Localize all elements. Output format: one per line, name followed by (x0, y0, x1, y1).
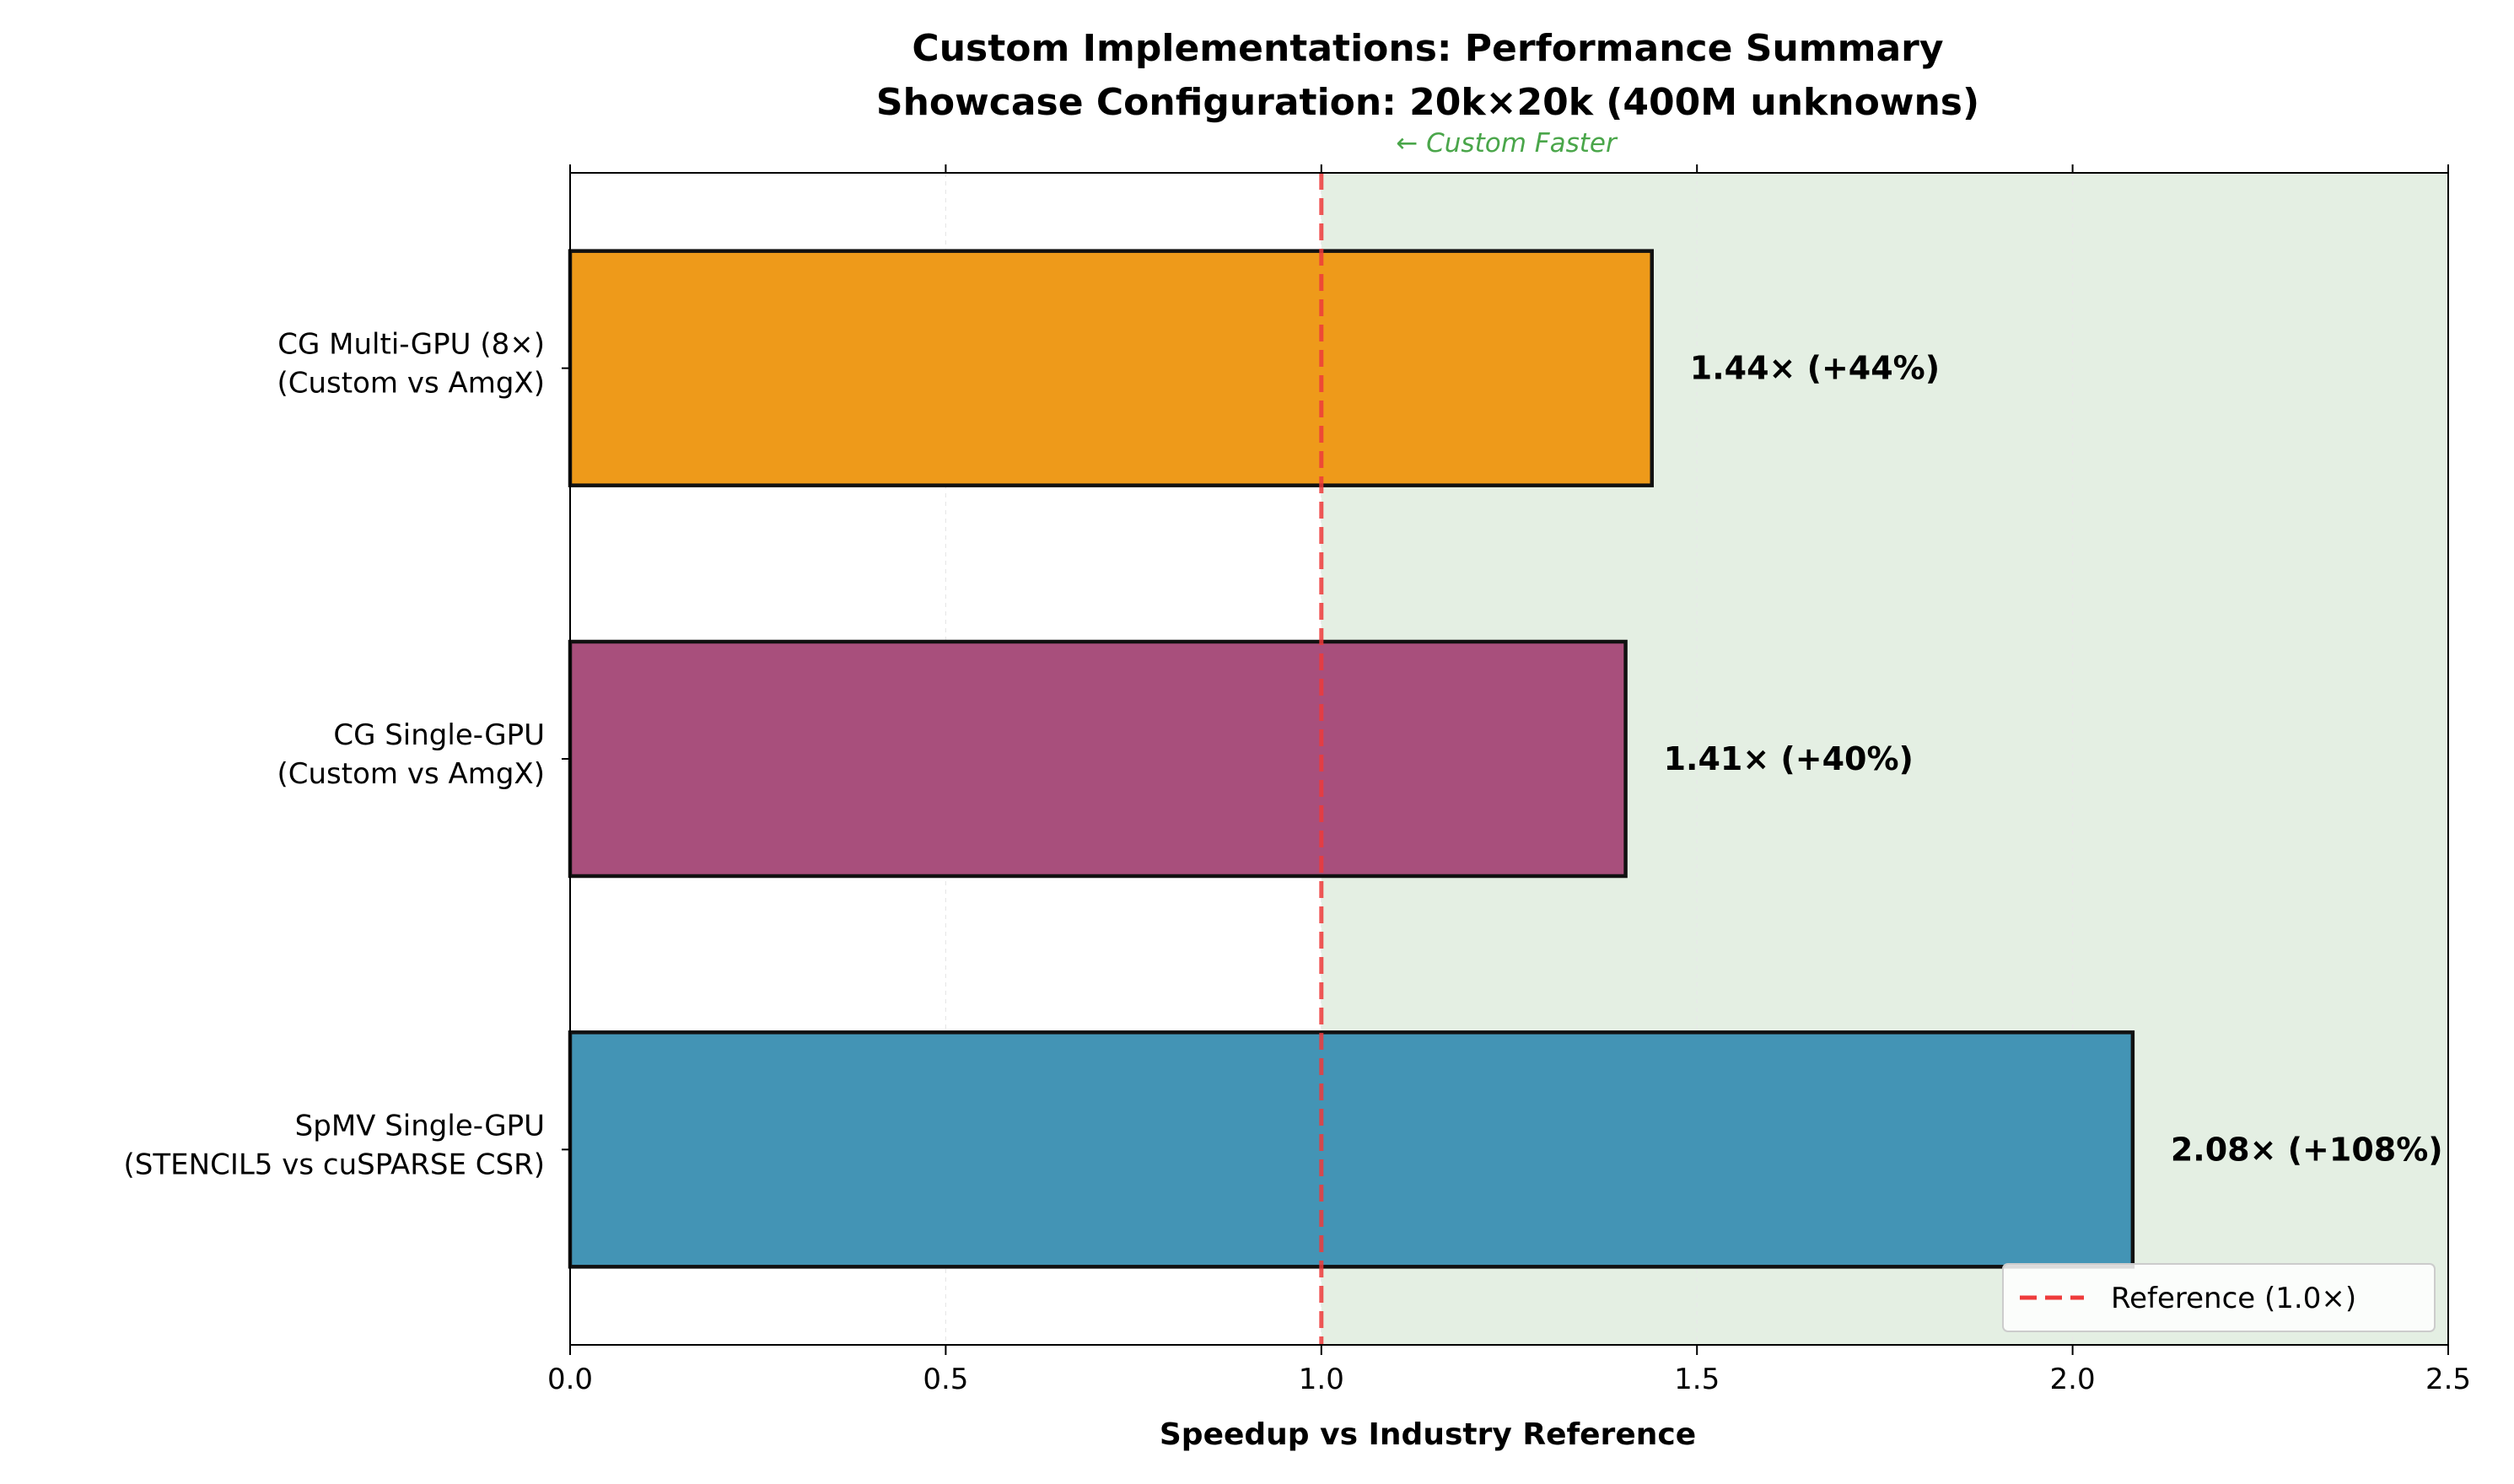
bar (568, 249, 1655, 487)
x-tick-label: 0.0 (547, 1363, 593, 1396)
data-label: 2.08× (+108%) (2171, 1131, 2443, 1168)
y-tick-label: SpMV Single-GPU (295, 1109, 545, 1143)
bars-layer (568, 249, 2135, 1269)
data-label: 1.44× (+44%) (1690, 350, 1940, 387)
x-tick-label: 0.5 (923, 1363, 968, 1396)
y-tick-label: (Custom vs AmgX) (277, 367, 546, 401)
plot-frame (569, 172, 2449, 1346)
x-tick-label: 2.0 (2050, 1363, 2096, 1396)
chart-subtitle: Showcase Configuration: 20k×20k (400M un… (876, 81, 1979, 124)
y-tick-label: CG Single-GPU (333, 718, 545, 752)
legend-label: Reference (1.0×) (2111, 1282, 2356, 1315)
x-axis-label: Speedup vs Industry Reference (1160, 1417, 1696, 1452)
x-tick-label: 1.5 (1674, 1363, 1720, 1396)
data-label: 1.41× (+40%) (1664, 740, 1914, 777)
y-tick-label: (STENCIL5 vs cuSPARSE CSR) (124, 1148, 545, 1181)
bar (568, 1030, 2135, 1269)
x-tick-label: 1.0 (1299, 1363, 1344, 1396)
chart-title: Custom Implementations: Performance Summ… (912, 27, 1943, 70)
legend-layer: Reference (1.0×) (2002, 1263, 2436, 1332)
labels-layer: 1.44× (+44%) CG Multi-GPU (8×) (Custom vs … (124, 328, 2471, 1396)
y-tick-label: (Custom vs AmgX) (277, 757, 546, 791)
legend-box (2002, 1263, 2436, 1332)
shaded-region-annotation: ← Custom Faster (1396, 128, 1618, 159)
x-tick-label: 2.5 (2425, 1363, 2471, 1396)
axes-layer (562, 164, 2449, 1355)
bar (568, 639, 1628, 879)
y-tick-label: CG Multi-GPU (8×) (277, 328, 545, 362)
